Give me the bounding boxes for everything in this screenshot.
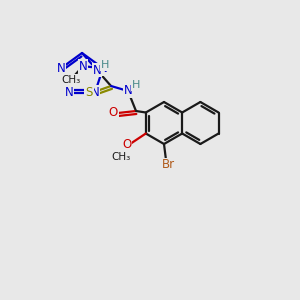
Text: H: H	[101, 60, 109, 70]
Text: N: N	[93, 64, 101, 76]
Text: CH₃: CH₃	[61, 75, 80, 85]
Text: N: N	[79, 60, 87, 73]
Text: N: N	[65, 86, 74, 99]
Text: N: N	[124, 85, 132, 98]
Text: N: N	[57, 62, 65, 75]
Text: O: O	[108, 106, 118, 119]
Text: H: H	[132, 80, 140, 90]
Text: S: S	[85, 86, 93, 100]
Text: N: N	[98, 62, 107, 75]
Text: N: N	[91, 86, 99, 99]
Text: CH₃: CH₃	[111, 152, 130, 163]
Text: Br: Br	[161, 158, 175, 172]
Text: O: O	[122, 138, 131, 151]
